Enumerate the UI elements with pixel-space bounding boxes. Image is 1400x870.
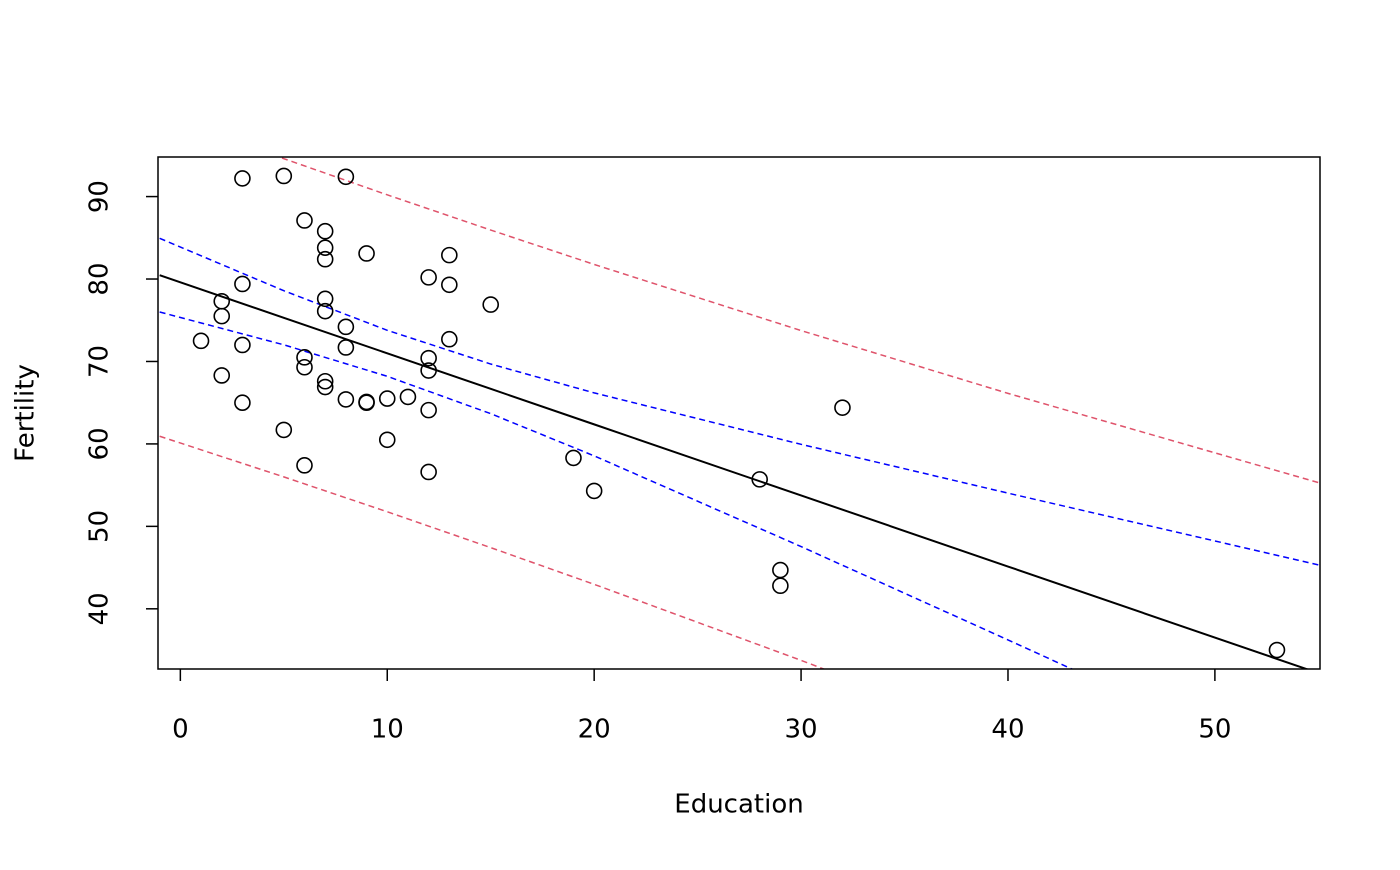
y-tick-label: 70 bbox=[85, 345, 115, 378]
x-tick-label: 10 bbox=[371, 715, 404, 745]
y-tick-label: 90 bbox=[85, 180, 115, 213]
point bbox=[234, 394, 251, 411]
point bbox=[834, 399, 851, 416]
point bbox=[192, 332, 210, 350]
y-axis-label: Fertility bbox=[11, 364, 41, 462]
point bbox=[316, 222, 334, 240]
x-tick-label: 30 bbox=[785, 715, 818, 745]
y-tick-label: 60 bbox=[85, 427, 115, 460]
fit-line bbox=[159, 274, 1310, 669]
point bbox=[441, 330, 458, 348]
y-tick-label: 40 bbox=[85, 592, 115, 625]
point bbox=[316, 372, 334, 390]
x-axis-label: Education bbox=[674, 790, 803, 820]
point bbox=[275, 421, 293, 439]
x-tick-label: 50 bbox=[1198, 715, 1231, 745]
point bbox=[337, 168, 355, 186]
point bbox=[420, 362, 437, 379]
point bbox=[420, 463, 437, 481]
point bbox=[296, 212, 313, 229]
fit-line bbox=[159, 311, 1074, 669]
point bbox=[213, 292, 231, 310]
point bbox=[772, 577, 789, 595]
point bbox=[296, 349, 313, 366]
point bbox=[358, 394, 375, 411]
point bbox=[420, 349, 437, 367]
point bbox=[399, 388, 417, 406]
point bbox=[420, 401, 437, 419]
point bbox=[296, 457, 313, 474]
point bbox=[234, 170, 251, 187]
point bbox=[234, 336, 251, 354]
point bbox=[482, 296, 500, 313]
y-tick-label: 50 bbox=[85, 510, 115, 543]
point bbox=[751, 471, 768, 488]
fit-line bbox=[159, 237, 1319, 566]
point bbox=[565, 449, 582, 467]
fit-line bbox=[276, 157, 1319, 484]
point bbox=[420, 269, 437, 286]
point bbox=[316, 239, 334, 256]
point bbox=[441, 246, 458, 264]
x-tick-label: 20 bbox=[578, 715, 611, 745]
point bbox=[316, 378, 334, 396]
point bbox=[1268, 641, 1286, 659]
y-tick-label: 80 bbox=[85, 262, 115, 295]
point bbox=[275, 167, 293, 185]
plot-box bbox=[157, 156, 1321, 670]
point bbox=[316, 290, 334, 308]
x-tick-label: 0 bbox=[172, 715, 189, 745]
point bbox=[213, 307, 231, 325]
x-tick-label: 40 bbox=[991, 715, 1024, 745]
point bbox=[337, 391, 355, 408]
point bbox=[337, 339, 355, 356]
point bbox=[358, 245, 375, 262]
fit-lines bbox=[159, 157, 1319, 669]
point bbox=[296, 358, 313, 376]
point bbox=[316, 302, 334, 320]
point bbox=[441, 276, 458, 294]
point bbox=[337, 318, 355, 336]
fit-line bbox=[159, 435, 826, 669]
point bbox=[378, 431, 396, 449]
point bbox=[585, 482, 603, 500]
point bbox=[213, 367, 231, 384]
point bbox=[234, 275, 251, 293]
point bbox=[378, 390, 396, 407]
point bbox=[772, 561, 789, 579]
point bbox=[316, 250, 334, 268]
